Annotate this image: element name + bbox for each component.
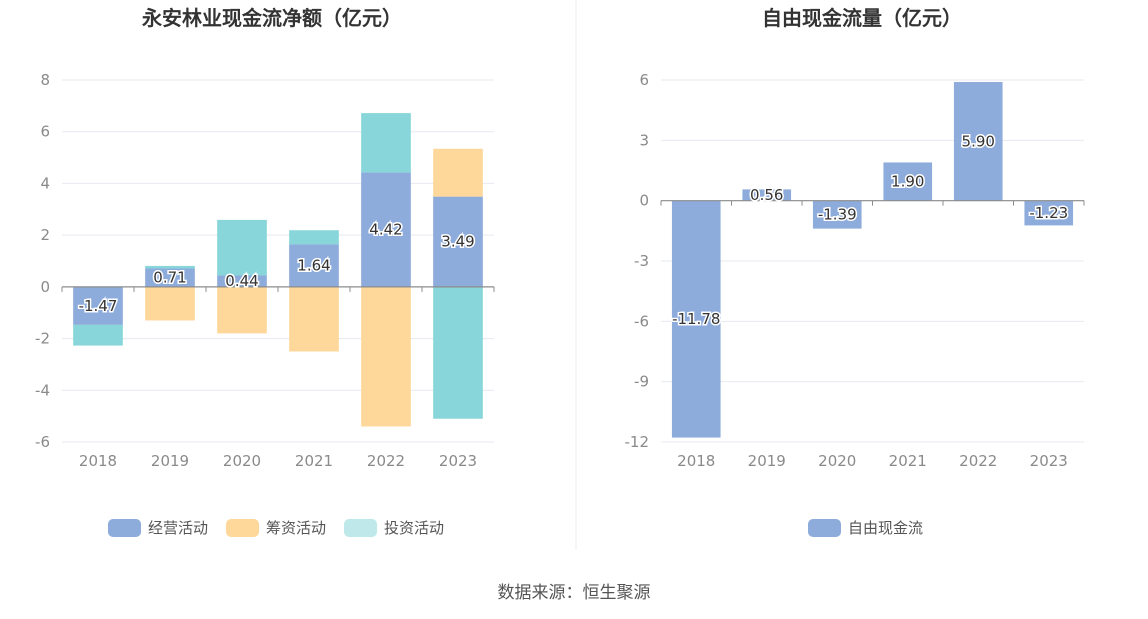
chart1-y-axis: -6 -4 -2 0 2 4 6 8 [35, 71, 50, 451]
legend-swatch-筹资活动[interactable] [226, 519, 259, 537]
bar-投资活动-2021[interactable] [289, 230, 339, 245]
y-tick-label: -3 [634, 252, 649, 270]
legend-label[interactable]: 筹资活动 [266, 519, 326, 537]
bar-筹资活动-2021[interactable] [289, 286, 339, 352]
data-label: -11.78 [672, 310, 720, 328]
chart2-data-labels: -11.78 0.56 -1.39 1.90 5.90 -1.23 [671, 131, 1070, 330]
bar-筹资活动-2019[interactable] [145, 286, 195, 321]
legend-swatch-经营活动[interactable] [108, 519, 141, 537]
y-tick-label: -12 [625, 433, 650, 451]
x-tick-label: 2019 [748, 452, 786, 470]
bar-自由现金流-2022[interactable] [953, 82, 1003, 201]
x-tick-label: 2022 [959, 452, 997, 470]
data-label: -1.23 [1029, 204, 1068, 222]
bar-经营活动-2022[interactable] [361, 172, 411, 287]
y-tick-label: -6 [35, 433, 50, 451]
x-tick-label: 2020 [223, 452, 261, 470]
chart2-x-axis: 2018 2019 2020 2021 2022 2023 [677, 452, 1068, 470]
data-label: -1.47 [79, 297, 118, 315]
bar-投资活动-2022[interactable] [361, 113, 411, 173]
bar-筹资活动-2022[interactable] [361, 286, 411, 427]
chart1-x-axis: 2018 2019 2020 2021 2022 2023 [79, 452, 477, 470]
bar-自由现金流-2023[interactable] [1024, 200, 1074, 226]
y-tick-label: 0 [639, 192, 649, 210]
x-tick-label: 2018 [677, 452, 715, 470]
chart2-gridlines [661, 79, 1084, 443]
x-tick-label: 2019 [151, 452, 189, 470]
bar-经营活动-2020[interactable] [217, 275, 267, 287]
source-note: 数据来源：恒生聚源 [498, 583, 651, 603]
x-tick-label: 2023 [439, 452, 477, 470]
y-tick-label: 8 [40, 71, 50, 89]
chart1-gridlines [62, 79, 494, 443]
y-tick-label: 2 [40, 226, 50, 244]
data-label: 0.56 [750, 186, 783, 204]
free-cash-flow-chart: 自由现金流量（亿元） -12 -9 -6 -3 0 3 6 -11.78 0.56 -1.39 1… [625, 6, 1085, 537]
bar-经营活动-2021[interactable] [289, 244, 339, 287]
data-label: 1.90 [891, 173, 924, 191]
bar-投资活动-2018[interactable] [73, 324, 123, 346]
chart1-bars [61, 113, 495, 427]
data-label: 0.44 [225, 272, 258, 290]
x-tick-label: 2022 [367, 452, 405, 470]
x-tick-label: 2021 [889, 452, 927, 470]
chart1-title: 永安林业现金流净额（亿元） [141, 6, 402, 30]
chart2-y-axis: -12 -9 -6 -3 0 3 6 [625, 71, 650, 451]
bar-筹资活动-2020[interactable] [217, 286, 267, 334]
data-label: 3.49 [441, 233, 474, 251]
chart2-title: 自由现金流量（亿元） [762, 6, 962, 30]
data-label: 1.64 [297, 257, 330, 275]
y-tick-label: 6 [639, 71, 649, 89]
bar-自由现金流-2020[interactable] [812, 200, 862, 229]
x-tick-label: 2020 [818, 452, 856, 470]
bar-投资活动-2023[interactable] [433, 286, 483, 419]
bar-筹资活动-2023[interactable] [433, 148, 483, 197]
bar-经营活动-2019[interactable] [145, 268, 195, 287]
bar-经营活动-2023[interactable] [433, 196, 483, 287]
y-tick-label: -9 [634, 373, 649, 391]
chart2-bars [660, 82, 1085, 438]
bar-投资活动-2019[interactable] [145, 265, 195, 269]
legend-label[interactable]: 投资活动 [384, 519, 444, 537]
data-label: -1.39 [818, 206, 857, 224]
legend-swatch-投资活动[interactable] [344, 519, 377, 537]
data-label: 0.71 [153, 269, 186, 287]
data-label: 5.90 [962, 132, 995, 150]
chart1-data-labels: -1.47 0.71 0.44 1.64 4.42 3.49 [77, 219, 476, 316]
y-tick-label: -2 [35, 330, 50, 348]
y-tick-label: 4 [40, 174, 50, 192]
legend-label[interactable]: 经营活动 [148, 519, 208, 537]
y-tick-label: -4 [35, 381, 50, 399]
data-label: 4.42 [369, 221, 402, 239]
bar-自由现金流-2019[interactable] [742, 189, 792, 201]
chart1-legend: 经营活动 筹资活动 投资活动 [108, 519, 444, 537]
bar-经营活动-2018[interactable] [73, 286, 123, 325]
x-tick-label: 2021 [295, 452, 333, 470]
bar-自由现金流-2018[interactable] [671, 200, 721, 438]
chart2-legend: 自由现金流 [808, 519, 923, 537]
bar-自由现金流-2021[interactable] [883, 162, 933, 201]
y-tick-label: 0 [40, 278, 50, 296]
y-tick-label: 6 [40, 123, 50, 141]
bar-投资活动-2020[interactable] [217, 219, 267, 276]
cash-flow-net-chart: 永安林业现金流净额（亿元） -6 -4 -2 0 2 4 6 8 -1.47 0.71 0.44 1… [35, 6, 495, 537]
x-tick-label: 2018 [79, 452, 117, 470]
legend-label[interactable]: 自由现金流 [848, 519, 923, 537]
legend-swatch-自由现金流[interactable] [808, 519, 841, 537]
x-tick-label: 2023 [1030, 452, 1068, 470]
y-tick-label: -6 [634, 312, 649, 330]
y-tick-label: 3 [639, 131, 649, 149]
